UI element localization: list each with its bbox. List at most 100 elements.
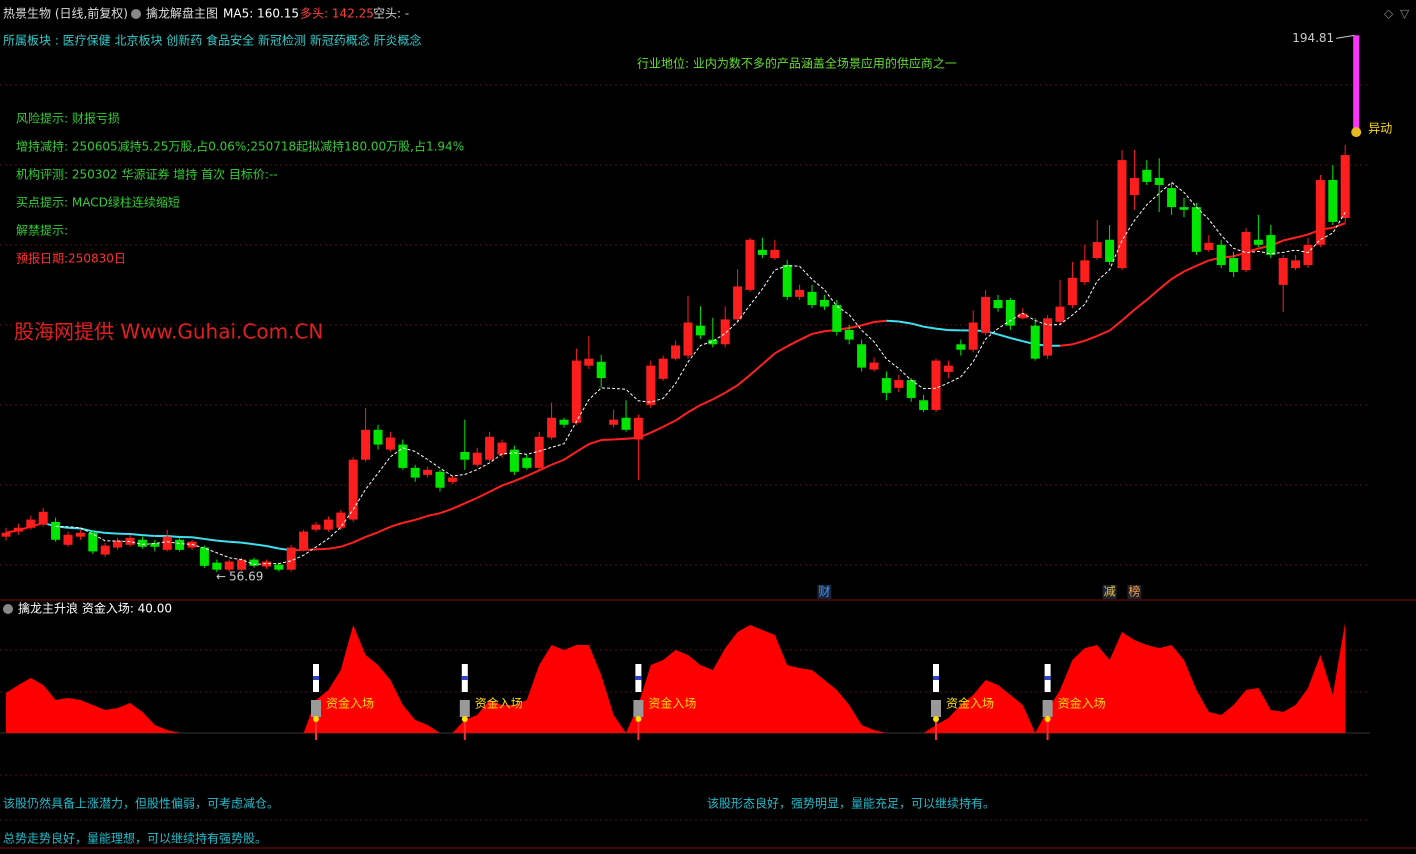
candle-body xyxy=(1055,306,1065,322)
ma-long xyxy=(799,333,813,341)
ma-long xyxy=(142,534,155,537)
ma-long xyxy=(650,425,664,434)
ma-long xyxy=(886,319,899,323)
note: 机构评测: 250302 华源证券 增持 首次 目标价:-- xyxy=(16,167,278,182)
ma-long xyxy=(1158,278,1173,290)
candle-body xyxy=(596,361,606,379)
candle-body xyxy=(633,417,643,440)
ma-long xyxy=(861,321,875,327)
candle-body xyxy=(1179,207,1189,210)
candle-body xyxy=(658,358,668,379)
ma-long xyxy=(675,411,689,422)
candle-body xyxy=(906,380,916,398)
ma-long xyxy=(761,352,776,365)
candle-body xyxy=(844,329,854,340)
ma-long xyxy=(439,507,453,515)
candle-body xyxy=(1328,179,1338,222)
candle-body xyxy=(447,477,457,482)
signal-label: 资金入场 xyxy=(648,696,696,711)
candle-body xyxy=(819,300,829,307)
fund-area xyxy=(6,622,1346,733)
candle-body xyxy=(757,249,767,255)
candle-body xyxy=(1229,258,1239,273)
ma-long xyxy=(67,526,81,530)
alert-label: 异动 xyxy=(1368,122,1392,136)
ma-long xyxy=(736,374,751,386)
event-label: 榜 xyxy=(1128,584,1140,599)
candle-body xyxy=(485,436,495,460)
ma-long xyxy=(699,398,714,407)
icon[interactable]: ◇ xyxy=(1384,7,1394,21)
ma-long xyxy=(687,404,701,414)
ma-long xyxy=(464,496,478,505)
candle-body xyxy=(38,511,48,525)
candle-body xyxy=(671,345,681,359)
event-bg xyxy=(1127,585,1142,599)
ma-long xyxy=(774,345,788,355)
ma-long xyxy=(997,333,1011,339)
candle-body xyxy=(1105,239,1115,262)
rocket-flame xyxy=(933,716,939,722)
rocket-band xyxy=(933,676,939,680)
ma-long xyxy=(1010,337,1024,343)
candle-body xyxy=(75,532,85,537)
candle-body xyxy=(832,305,842,332)
watermark: 股海网提供 Www.Guhai.Com.CN xyxy=(14,320,323,344)
ma-long xyxy=(538,463,553,472)
ma-long xyxy=(328,545,341,550)
signal-label: 资金入场 xyxy=(475,696,523,711)
ma-long xyxy=(1096,329,1110,337)
candle-body xyxy=(398,444,408,468)
candle-body xyxy=(299,531,309,550)
candle-body xyxy=(919,400,929,410)
candle-body xyxy=(931,360,941,410)
alert-pointer xyxy=(1336,34,1355,39)
candle-body xyxy=(782,265,792,297)
low-arrow: ← xyxy=(216,570,226,584)
ma-long xyxy=(1133,299,1148,311)
candle-body xyxy=(584,358,594,366)
candle-body xyxy=(1266,235,1276,255)
alert-dot xyxy=(1351,127,1362,138)
ma-long xyxy=(749,363,764,376)
candle-body xyxy=(1340,155,1350,219)
event-label: 减 xyxy=(1104,585,1116,599)
candle-body xyxy=(311,524,321,530)
candle-body xyxy=(460,451,470,460)
rocket-band xyxy=(461,676,468,680)
icon[interactable]: ▽ xyxy=(1400,7,1410,21)
note: 买点提示: MACD绿柱连续缩短 xyxy=(16,195,180,210)
candle-body xyxy=(373,429,383,445)
signal-label: 资金入场 xyxy=(326,696,374,711)
candle-body xyxy=(547,417,557,438)
candle-body xyxy=(1092,242,1102,259)
candle-body xyxy=(795,289,805,297)
candle-body xyxy=(559,419,569,425)
ma-long xyxy=(923,325,937,330)
note: 解禁提示: xyxy=(16,223,68,238)
candle-body xyxy=(63,534,73,545)
candle-body xyxy=(571,360,581,423)
candle-body xyxy=(745,239,755,290)
panel-title: 擒龙主升浪 资金入场: 40.00 xyxy=(18,601,172,616)
ma-long xyxy=(476,490,491,499)
rocket-base xyxy=(1042,700,1053,717)
candle-body xyxy=(199,547,209,566)
ma-long xyxy=(848,324,862,329)
ma-long xyxy=(662,419,677,428)
rocket-flame xyxy=(313,716,319,722)
candle-body xyxy=(385,437,395,450)
ma-long xyxy=(1332,222,1346,229)
ma-long xyxy=(501,480,515,487)
candle-body xyxy=(894,380,904,388)
ma-long xyxy=(352,536,367,544)
candle-body xyxy=(88,532,98,552)
candle-body xyxy=(224,561,234,570)
ma-long xyxy=(402,518,416,524)
comment: 该股形态良好，强势明显，量能充足，可以继续持有。 xyxy=(707,796,995,811)
candle-body xyxy=(646,365,656,405)
ma-long xyxy=(873,319,887,324)
stock-name: 热景生物 (日线,前复权) xyxy=(3,6,128,21)
candle-body xyxy=(1067,277,1077,306)
ma-long xyxy=(613,437,627,441)
